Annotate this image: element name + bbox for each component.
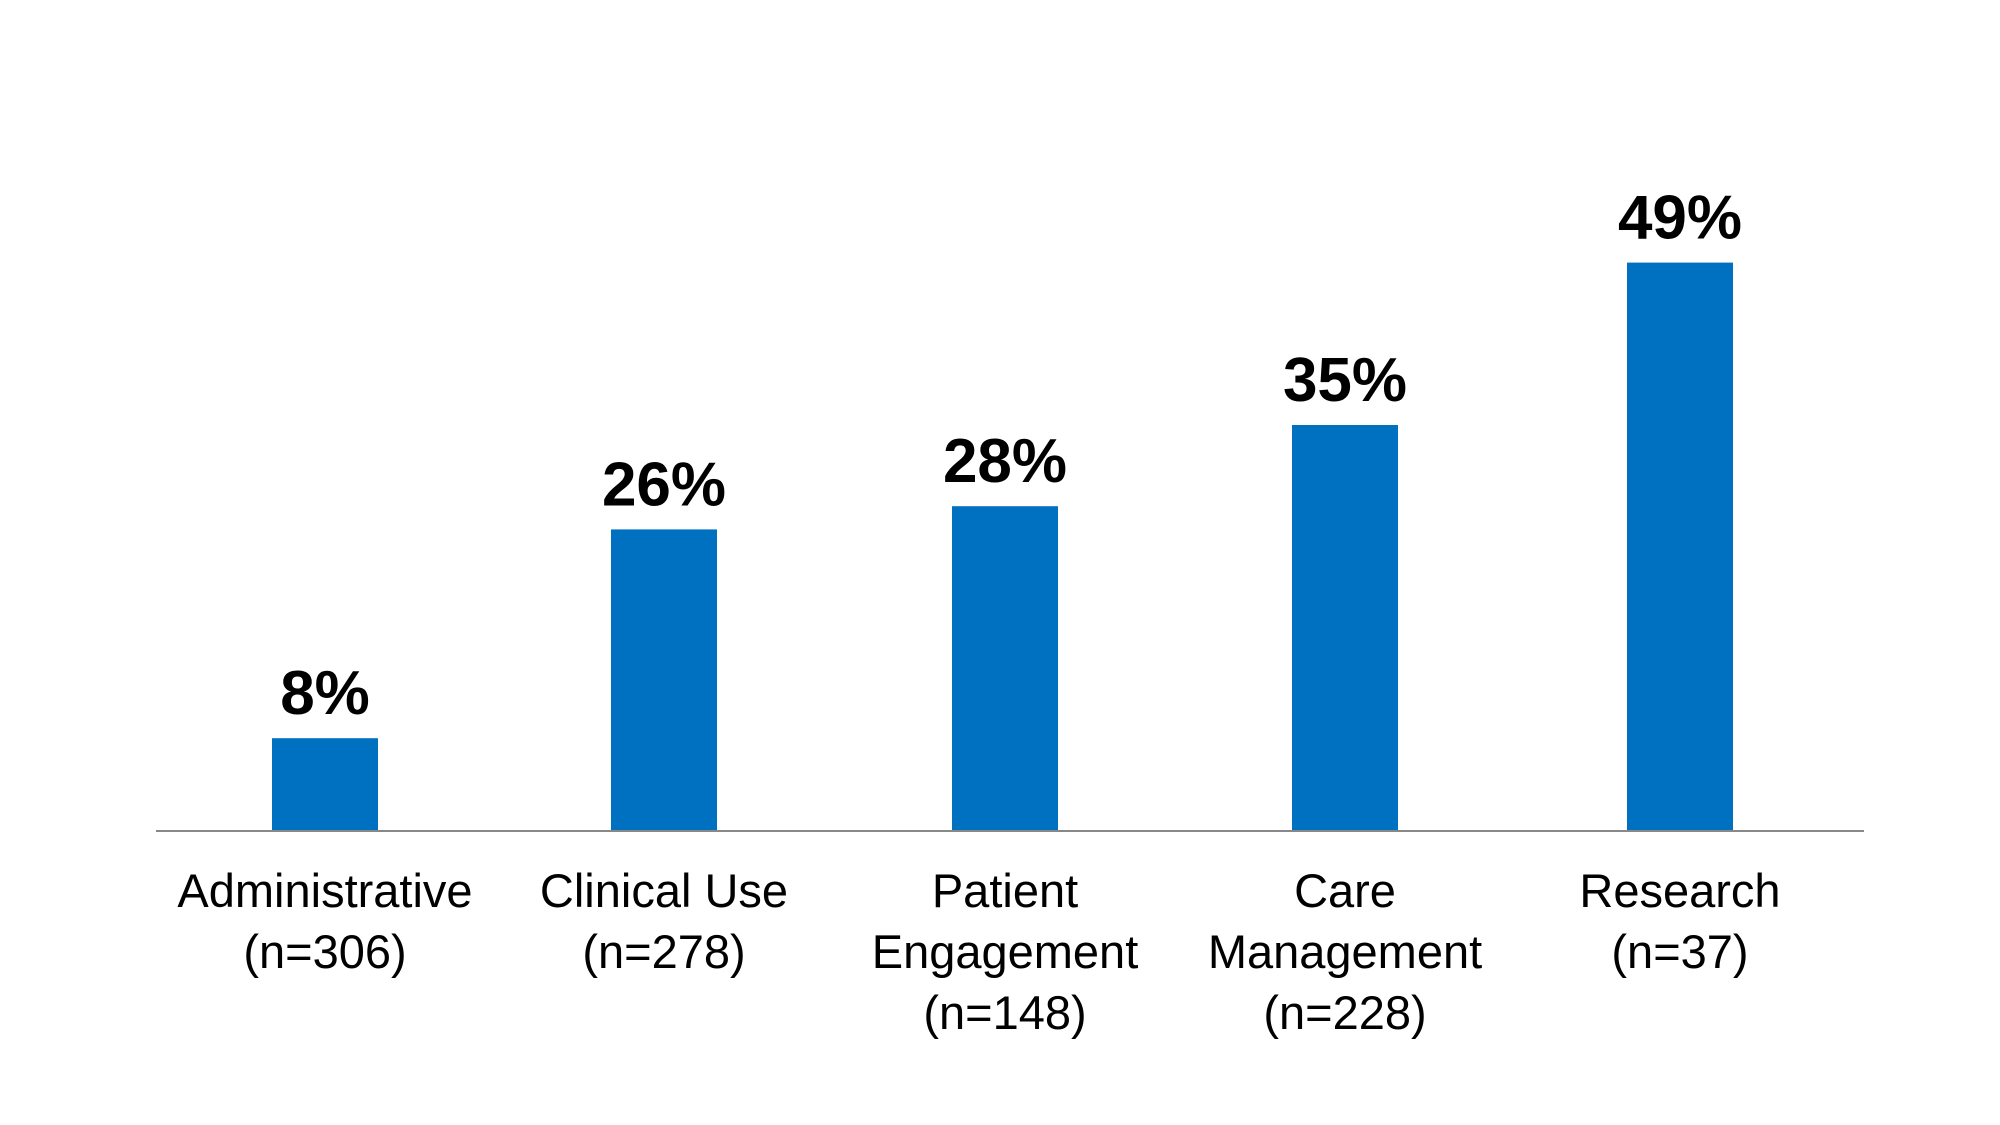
data-labels-layer: 8% 26% 28% 35% 49%	[280, 184, 1742, 729]
category-label-4-line-1: (n=37)	[1611, 925, 1748, 978]
category-label-0-line-1: (n=306)	[243, 925, 406, 978]
category-label-2-line-0: Patient	[932, 864, 1078, 917]
category-labels-layer: Administrative (n=306) Clinical Use (n=278)…	[177, 864, 1780, 1039]
data-label-4: 49%	[1618, 184, 1742, 253]
bar-2	[952, 506, 1058, 831]
category-label-3-line-2: (n=228)	[1263, 986, 1426, 1039]
category-label-0-line-0: Administrative	[177, 864, 472, 917]
category-label-4-line-0: Research	[1579, 864, 1780, 917]
bars-layer	[272, 262, 1733, 832]
category-label-2-line-1: Engagement	[872, 925, 1139, 978]
bar-3	[1292, 425, 1398, 831]
data-label-0: 8%	[280, 659, 370, 728]
bar-4	[1627, 262, 1733, 832]
data-label-3: 35%	[1283, 346, 1407, 415]
bar-1	[611, 529, 717, 831]
data-label-2: 28%	[943, 427, 1067, 496]
bar-0	[272, 738, 378, 831]
category-label-3-line-0: Care	[1294, 864, 1396, 917]
category-label-2-line-2: (n=148)	[923, 986, 1086, 1039]
category-label-1-line-0: Clinical Use	[540, 864, 788, 917]
data-label-1: 26%	[602, 450, 726, 519]
category-label-1-line-1: (n=278)	[582, 925, 745, 978]
category-label-3-line-1: Management	[1208, 925, 1482, 978]
